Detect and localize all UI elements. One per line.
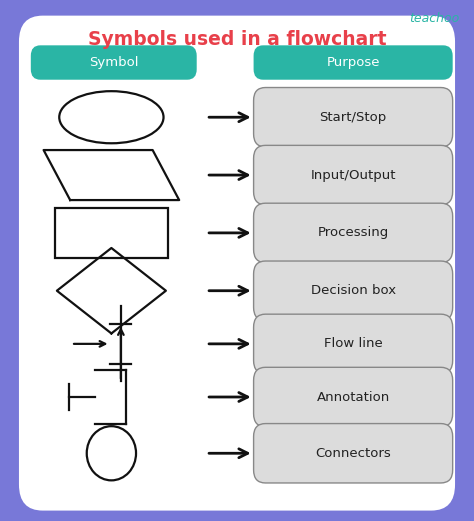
FancyBboxPatch shape	[254, 424, 453, 483]
Text: Flow line: Flow line	[324, 338, 383, 350]
Bar	[55, 208, 168, 258]
Text: Annotation: Annotation	[317, 391, 390, 403]
Text: Processing: Processing	[318, 227, 389, 239]
FancyBboxPatch shape	[254, 45, 453, 80]
Text: Decision box: Decision box	[310, 284, 396, 297]
Text: Start/Stop: Start/Stop	[319, 111, 387, 123]
Text: Symbol: Symbol	[89, 56, 138, 69]
FancyBboxPatch shape	[254, 314, 453, 374]
FancyBboxPatch shape	[254, 203, 453, 263]
FancyBboxPatch shape	[254, 367, 453, 427]
FancyBboxPatch shape	[31, 45, 197, 80]
FancyBboxPatch shape	[254, 261, 453, 320]
FancyBboxPatch shape	[19, 16, 455, 511]
Text: Purpose: Purpose	[327, 56, 380, 69]
Text: teachoo: teachoo	[410, 12, 460, 24]
Text: Symbols used in a flowchart: Symbols used in a flowchart	[88, 30, 386, 49]
FancyBboxPatch shape	[254, 145, 453, 205]
FancyBboxPatch shape	[254, 88, 453, 147]
Text: Connectors: Connectors	[315, 447, 391, 460]
Text: Input/Output: Input/Output	[310, 169, 396, 181]
